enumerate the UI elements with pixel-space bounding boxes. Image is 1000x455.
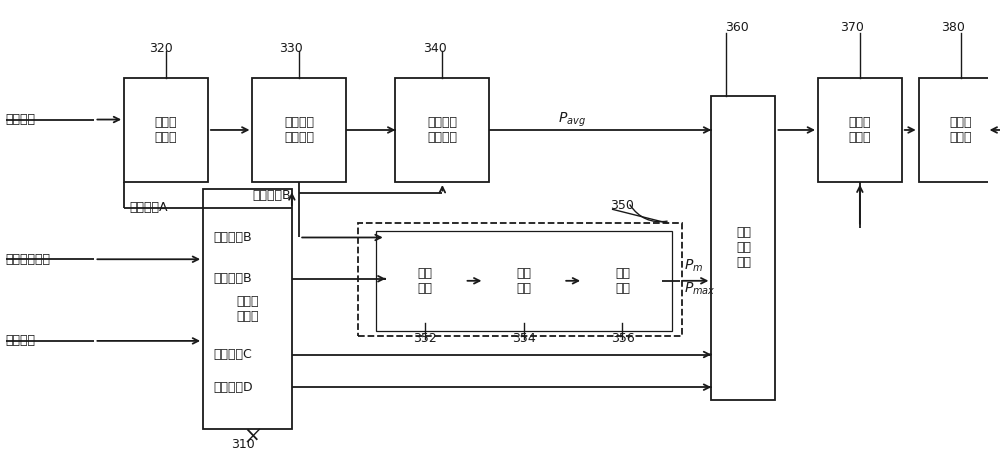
Text: 380: 380 <box>941 21 965 35</box>
Bar <box>203 189 292 430</box>
Text: 寄存
器组: 寄存 器组 <box>615 267 630 295</box>
Text: 输入信号: 输入信号 <box>6 113 36 126</box>
Bar <box>919 78 1000 182</box>
Text: 370: 370 <box>841 21 864 35</box>
Text: 控制信号B: 控制信号B <box>213 231 252 244</box>
Text: 配置信号: 配置信号 <box>6 334 36 348</box>
Text: 360: 360 <box>725 21 749 35</box>
Bar <box>711 96 775 400</box>
Text: 控制信号A: 控制信号A <box>129 202 168 214</box>
Text: $P_{max}$: $P_{max}$ <box>684 281 715 297</box>
Text: $P_m$: $P_m$ <box>684 258 703 274</box>
Text: 控制信号B: 控制信号B <box>213 272 252 285</box>
Text: 352: 352 <box>413 332 437 345</box>
Text: 320: 320 <box>149 42 172 55</box>
Text: 数据
复接
模块: 数据 复接 模块 <box>736 227 751 269</box>
Text: 数据存
储模块: 数据存 储模块 <box>849 116 871 144</box>
Text: 数据处
理模块: 数据处 理模块 <box>949 116 972 144</box>
Text: $P_{avg}$: $P_{avg}$ <box>558 111 586 129</box>
Bar <box>358 223 682 336</box>
Text: 检测触发信号: 检测触发信号 <box>6 253 51 266</box>
Text: 检测控
制模块: 检测控 制模块 <box>236 295 259 323</box>
Text: 排序
单元: 排序 单元 <box>516 267 531 295</box>
Text: 354: 354 <box>512 332 536 345</box>
Bar <box>395 78 489 182</box>
Text: 平均功率
计算模块: 平均功率 计算模块 <box>427 116 457 144</box>
Text: 356: 356 <box>611 332 634 345</box>
Text: 340: 340 <box>423 42 447 55</box>
Bar <box>376 231 672 331</box>
Bar <box>124 78 208 182</box>
Text: 比较
器组: 比较 器组 <box>418 267 433 295</box>
Text: 330: 330 <box>279 42 303 55</box>
Bar <box>818 78 902 182</box>
Text: 控制信号D: 控制信号D <box>213 381 253 394</box>
Bar <box>386 239 465 323</box>
Text: 控制信号C: 控制信号C <box>213 348 252 361</box>
Text: 瞬时功率
检测模块: 瞬时功率 检测模块 <box>284 116 314 144</box>
Text: 350: 350 <box>611 199 634 212</box>
Bar <box>252 78 346 182</box>
Text: 数据路
由模块: 数据路 由模块 <box>155 116 177 144</box>
Bar <box>583 239 662 323</box>
Text: 控制信号B: 控制信号B <box>252 189 291 202</box>
Bar <box>484 239 563 323</box>
Text: 310: 310 <box>231 438 254 451</box>
